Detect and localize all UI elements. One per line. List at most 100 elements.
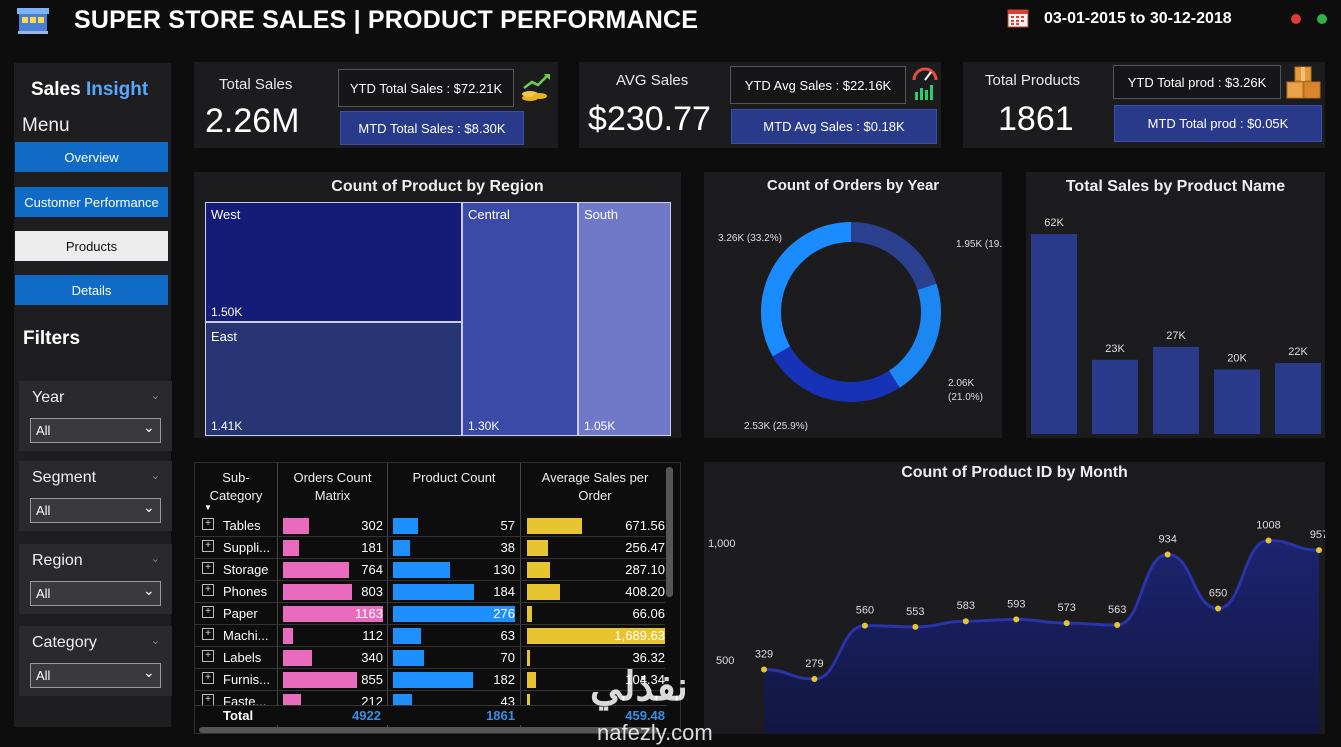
products-bar bbox=[393, 562, 451, 578]
donut-chart: 1.95K (19.9%) 2.06K (21.0%) 2.53K (25.9%… bbox=[718, 222, 1002, 432]
kpi-mtd-pill: MTD Avg Sales : $0.18K bbox=[731, 109, 937, 144]
area-chart: 1,000 500 329 279 560 553 583 593 573 563 934 650… bbox=[708, 519, 1325, 734]
close-dot-icon[interactable] bbox=[1291, 14, 1301, 24]
col-header-subcategory[interactable]: Sub-Category bbox=[209, 470, 263, 503]
subcategory-name: Machi... bbox=[223, 628, 269, 643]
orders-value: 181 bbox=[361, 540, 383, 555]
chevron-down-icon[interactable]: ⌄ bbox=[143, 499, 155, 515]
area-chart-panel: Count of Product ID by Month 1,000 500 3… bbox=[704, 462, 1325, 734]
area-point[interactable] bbox=[962, 618, 969, 625]
area-point[interactable] bbox=[1265, 537, 1272, 544]
nav-products-button[interactable]: Products bbox=[15, 231, 168, 261]
area-point[interactable] bbox=[1063, 620, 1070, 627]
orders-value: 855 bbox=[361, 672, 383, 687]
area-point[interactable] bbox=[912, 623, 919, 630]
orders-bar bbox=[283, 584, 353, 600]
area-point[interactable] bbox=[861, 622, 868, 629]
expand-icon[interactable]: + bbox=[202, 628, 214, 640]
sidebar-brand: Sales Insight bbox=[31, 79, 148, 101]
area-point[interactable] bbox=[1114, 622, 1121, 629]
expand-icon[interactable]: + bbox=[202, 518, 214, 530]
expand-icon[interactable]: + bbox=[202, 540, 214, 552]
subcategory-name: Suppli... bbox=[223, 540, 270, 555]
filter-segment-select[interactable]: All bbox=[30, 498, 161, 523]
product-bar[interactable] bbox=[1092, 359, 1138, 434]
chevron-down-icon[interactable]: ⌄ bbox=[143, 582, 155, 598]
table-row[interactable]: + Suppli... 181 38 256.47 bbox=[195, 537, 665, 559]
watermark-text: nafezly.com bbox=[597, 720, 713, 745]
kpi-label: Total Products bbox=[985, 72, 1081, 89]
check-dot-icon[interactable] bbox=[1317, 14, 1327, 24]
table-row[interactable]: + Furnis... 855 182 104.34 bbox=[195, 669, 665, 691]
treemap-tile-central[interactable]: Central 1.30K bbox=[462, 202, 578, 436]
expand-icon[interactable]: + bbox=[202, 584, 214, 596]
chevron-down-icon[interactable]: ⌄ bbox=[143, 664, 155, 680]
area-point[interactable] bbox=[1013, 616, 1020, 623]
orders-bar bbox=[283, 672, 357, 688]
col-header-avg-sales[interactable]: Average Sales per Order bbox=[541, 470, 649, 503]
treemap-tile-label: Central bbox=[468, 207, 510, 222]
table-row[interactable]: + Machi... 112 63 1,689.63 bbox=[195, 625, 665, 647]
filter-region-select[interactable]: All bbox=[30, 581, 161, 606]
donut-slice[interactable] bbox=[772, 346, 900, 402]
sort-desc-icon[interactable]: ▼ bbox=[204, 503, 212, 512]
donut-slice[interactable] bbox=[761, 222, 851, 357]
chevron-down-icon[interactable]: ⌄ bbox=[143, 419, 155, 435]
nav-details-button[interactable]: Details bbox=[15, 275, 168, 305]
expand-icon[interactable]: + bbox=[202, 650, 214, 662]
col-header-orders[interactable]: Orders Count Matrix bbox=[293, 470, 372, 503]
donut-label: 2.53K (25.9%) bbox=[744, 421, 808, 432]
area-point[interactable] bbox=[1215, 605, 1222, 612]
nav-overview-button[interactable]: Overview bbox=[15, 142, 168, 172]
area-point[interactable] bbox=[1316, 547, 1322, 554]
treemap-tile-west[interactable]: West 1.50K bbox=[205, 202, 462, 322]
chevron-down-icon[interactable]: ⌄ bbox=[150, 635, 160, 647]
avg-sales-value: 287.10 bbox=[625, 562, 665, 577]
chevron-down-icon[interactable]: ⌄ bbox=[150, 390, 160, 402]
product-bar[interactable] bbox=[1031, 234, 1077, 434]
kpi-mtd-pill: MTD Total Sales : $8.30K bbox=[340, 111, 524, 145]
orders-value: 112 bbox=[362, 628, 383, 643]
kpi-value: $230.77 bbox=[588, 100, 711, 138]
table-row[interactable]: + Paper 1163 276 66.06 bbox=[195, 603, 665, 625]
table-row[interactable]: + Labels 340 70 36.32 bbox=[195, 647, 665, 669]
gauge-chart-icon bbox=[911, 66, 939, 102]
product-bars-chart: 62K 23K 27K 20K 22K bbox=[1031, 217, 1321, 434]
expand-icon[interactable]: + bbox=[202, 672, 214, 684]
product-bar[interactable] bbox=[1214, 369, 1260, 434]
table-row[interactable]: + Storage 764 130 287.10 bbox=[195, 559, 665, 581]
vertical-scrollbar[interactable] bbox=[666, 467, 673, 597]
chevron-down-icon[interactable]: ⌄ bbox=[150, 470, 160, 482]
avg-sales-value: 36.32 bbox=[632, 650, 665, 665]
area-point[interactable] bbox=[1164, 551, 1171, 558]
expand-icon[interactable]: + bbox=[202, 606, 214, 618]
product-bar[interactable] bbox=[1275, 363, 1321, 434]
filter-year-select[interactable]: All bbox=[30, 418, 161, 443]
treemap-tile-south[interactable]: South 1.05K bbox=[578, 202, 671, 436]
product-bar[interactable] bbox=[1153, 346, 1199, 434]
donut-label: (21.0%) bbox=[948, 392, 983, 403]
area-point[interactable] bbox=[811, 675, 818, 682]
calendar-icon[interactable] bbox=[1007, 8, 1029, 28]
orders-bar bbox=[283, 650, 313, 666]
filter-year-label: Year bbox=[32, 389, 65, 406]
area-point[interactable] bbox=[761, 666, 767, 673]
table-header: Sub-Category ▼ Orders Count Matrix Produ… bbox=[195, 463, 665, 513]
horizontal-scrollbar[interactable] bbox=[199, 727, 659, 733]
product-bar-label: 20K bbox=[1227, 352, 1247, 364]
table-row[interactable]: + Phones 803 184 408.20 bbox=[195, 581, 665, 603]
watermark-logo: نفذلي bbox=[590, 665, 688, 709]
treemap-tile-east[interactable]: East 1.41K bbox=[205, 322, 462, 436]
donut-slice[interactable] bbox=[888, 283, 941, 388]
donut-panel: Count of Orders by Year 1.95K (19.9%) 2.… bbox=[704, 172, 1002, 438]
avg-sales-value: 256.47 bbox=[625, 540, 665, 555]
table-row[interactable]: + Tables 302 57 671.56 bbox=[195, 515, 665, 537]
col-header-products[interactable]: Product Count bbox=[412, 470, 496, 485]
chevron-down-icon[interactable]: ⌄ bbox=[150, 553, 160, 565]
donut-slice[interactable] bbox=[851, 222, 937, 290]
filter-category-select[interactable]: All bbox=[30, 663, 161, 688]
expand-icon[interactable]: + bbox=[202, 562, 214, 574]
treemap-tile-label: West bbox=[211, 207, 241, 222]
nav-customer-performance-button[interactable]: Customer Performance bbox=[15, 187, 168, 217]
boxes-icon bbox=[1285, 65, 1323, 101]
